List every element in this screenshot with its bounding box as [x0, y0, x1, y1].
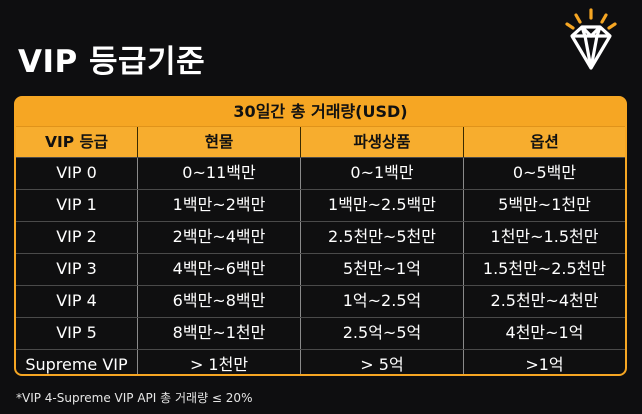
options-cell: 4천만~1억: [463, 318, 625, 349]
options-cell: 1.5천만~2.5천만: [463, 254, 625, 285]
header-cell-derivatives: 파생상품: [300, 127, 463, 157]
spot-cell: 8백만~1천만: [137, 318, 300, 349]
derivatives-cell: 1백만~2.5백만: [300, 190, 463, 221]
derivatives-cell: 1억~2.5억: [300, 286, 463, 317]
spot-cell: 6백만~8백만: [137, 286, 300, 317]
table-row: VIP 5 8백만~1천만 2.5억~5억 4천만~1억: [16, 317, 625, 349]
table-row: VIP 2 2백만~4백만 2.5천만~5천만 1천만~1.5천만: [16, 221, 625, 253]
tier-cell: VIP 2: [56, 227, 97, 246]
footnote: *VIP 4-Supreme VIP API 총 거래량 ≤ 20%: [16, 391, 253, 405]
derivatives-cell: 5천만~1억: [300, 254, 463, 285]
tier-cell: VIP 1: [56, 195, 97, 214]
spot-cell: 4백만~6백만: [137, 254, 300, 285]
tier-cell: VIP 4: [56, 291, 97, 310]
header-cell-spot: 현물: [137, 127, 300, 157]
table-row: VIP 3 4백만~6백만 5천만~1억 1.5천만~2.5천만: [16, 253, 625, 285]
diamond-icon: [565, 8, 617, 70]
table-row: VIP 1 1백만~2백만 1백만~2.5백만 5백만~1천만: [16, 189, 625, 221]
table-row: VIP 0 0~11백만 0~1백만 0~5백만: [16, 157, 625, 189]
header-cell-options: 옵션: [463, 127, 625, 157]
page-title: VIP 등급기준: [18, 44, 206, 80]
table-row: VIP 4 6백만~8백만 1억~2.5억 2.5천만~4천만: [16, 285, 625, 317]
table-caption: 30일간 총 거래량(USD): [16, 98, 625, 127]
tier-cell: VIP 3: [56, 259, 97, 278]
options-cell: 2.5천만~4천만: [463, 286, 625, 317]
tier-cell: Supreme VIP: [25, 355, 128, 374]
tier-cell: VIP 0: [56, 163, 97, 182]
derivatives-cell: 2.5억~5억: [300, 318, 463, 349]
table-row: Supreme VIP > 1천만 > 5억 >1억: [16, 349, 625, 374]
spot-cell: > 1천만: [137, 350, 300, 374]
options-cell: >1억: [463, 350, 625, 374]
header-cell-tier: VIP 등급: [44, 133, 109, 151]
options-cell: 5백만~1천만: [463, 190, 625, 221]
spot-cell: 2백만~4백만: [137, 222, 300, 253]
derivatives-cell: > 5억: [300, 350, 463, 374]
options-cell: 0~5백만: [463, 158, 625, 189]
tier-cell: VIP 5: [56, 323, 97, 342]
derivatives-cell: 2.5천만~5천만: [300, 222, 463, 253]
options-cell: 1천만~1.5천만: [463, 222, 625, 253]
spot-cell: 0~11백만: [137, 158, 300, 189]
table-header-row: VIP 등급 현물 파생상품 옵션: [16, 127, 625, 157]
derivatives-cell: 0~1백만: [300, 158, 463, 189]
vip-tier-table: 30일간 총 거래량(USD) VIP 등급 현물 파생상품 옵션 VIP 0 …: [14, 96, 627, 376]
spot-cell: 1백만~2백만: [137, 190, 300, 221]
